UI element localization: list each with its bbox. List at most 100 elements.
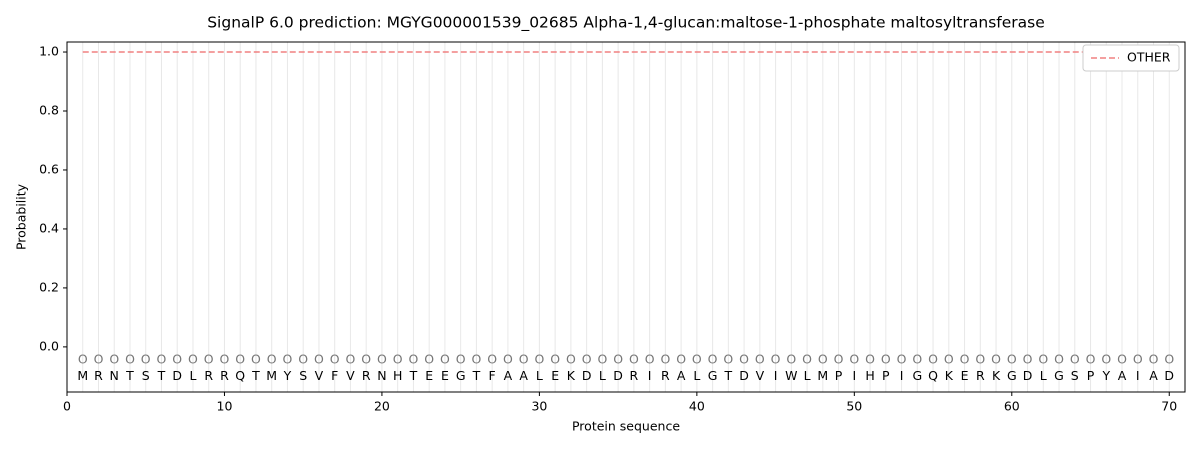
residue-state-label: O [991,352,1001,367]
sequence-letter: P [835,368,843,383]
sequence-letter: R [220,368,229,383]
sequence-letter: R [976,368,985,383]
residue-state-label: O [440,352,450,367]
residue-state-label: O [172,352,182,367]
residue-state-label: O [849,352,859,367]
sequence-letter: D [739,368,749,383]
sequence-letter: Q [928,368,938,383]
x-tick-label: 50 [846,399,862,414]
sequence-letter: S [1071,368,1079,383]
sequence-letter: Y [1101,368,1110,383]
residue-state-label: O [944,352,954,367]
residue-state-label: O [566,352,576,367]
residue-state-label: O [346,352,356,367]
residue-state-label: O [1086,352,1096,367]
sequence-letter: A [1149,368,1158,383]
residue-state-label: O [78,352,88,367]
residue-state-label: O [834,352,844,367]
sequence-letter: F [331,368,338,383]
sequence-letter: M [817,368,828,383]
sequence-letter: L [599,368,606,383]
sequence-letter: V [346,368,355,383]
sequence-letter: H [393,368,402,383]
residue-state-label: O [550,352,560,367]
residue-state-label: O [755,352,765,367]
sequence-letter: M [266,368,277,383]
residue-state-label: O [613,352,623,367]
legend-label: OTHER [1127,50,1171,65]
sequence-letter: T [409,368,418,383]
residue-state-label: O [456,352,466,367]
residue-state-label: O [1054,352,1064,367]
legend-box [1082,44,1180,72]
sequence-letter: L [189,368,196,383]
sequence-letter: T [724,368,733,383]
sequence-letter: G [912,368,922,383]
sequence-letter: T [251,368,260,383]
y-tick-label: 0.0 [39,338,59,353]
residue-state-label: O [582,352,592,367]
sequence-letter: T [472,368,481,383]
x-tick-label: 40 [689,399,705,414]
sequence-letter: T [157,368,166,383]
sequence-letter: G [1054,368,1064,383]
sequence-letter: D [582,368,592,383]
residue-state-label: O [267,352,277,367]
residue-state-label: O [503,352,513,367]
x-tick-label: 20 [374,399,390,414]
sequence-letter: T [125,368,134,383]
residue-state-label: O [1023,352,1033,367]
residue-state-label: O [94,352,104,367]
residue-state-label: O [708,352,718,367]
sequence-letter: S [142,368,150,383]
residue-state-label: O [928,352,938,367]
residue-state-label: O [881,352,891,367]
x-tick-label: 30 [531,399,547,414]
residue-state-label: O [157,352,167,367]
sequence-letter: V [756,368,765,383]
sequence-letter: G [456,368,466,383]
residue-state-label: O [660,352,670,367]
residue-state-label: O [1070,352,1080,367]
residue-state-label: O [865,352,875,367]
sequence-letter: I [900,368,904,383]
plot-frame [66,41,1186,393]
residue-state-label: O [251,352,261,367]
residue-state-label: O [912,352,922,367]
sequence-letter: G [708,368,718,383]
sequence-letter: R [630,368,639,383]
residue-state-label: O [723,352,733,367]
residue-state-label: O [818,352,828,367]
sequence-letter: Y [283,368,292,383]
x-tick-label: 60 [1004,399,1020,414]
residue-state-label: O [361,352,371,367]
residue-state-label: O [786,352,796,367]
residue-state-label: O [424,352,434,367]
y-tick-label: 0.4 [39,220,59,235]
sequence-letter: H [865,368,874,383]
sequence-letter: I [648,368,652,383]
sequence-letter: P [1087,368,1095,383]
residue-state-label: O [1101,352,1111,367]
residue-state-label: O [188,352,198,367]
sequence-letter: K [992,368,1001,383]
residue-state-label: O [645,352,655,367]
residue-state-label: O [1038,352,1048,367]
sequence-letter: P [882,368,890,383]
y-tick-label: 0.8 [39,102,59,117]
x-tick-label: 70 [1161,399,1177,414]
residue-state-label: O [283,352,293,367]
residue-state-label: O [1164,352,1174,367]
sequence-letter: D [613,368,623,383]
y-tick-label: 1.0 [39,44,59,59]
residue-state-label: O [1149,352,1159,367]
sequence-letter: R [362,368,371,383]
sequence-letter: W [785,368,797,383]
residue-state-label: O [975,352,985,367]
sequence-letter: A [1118,368,1127,383]
residue-state-label: O [1133,352,1143,367]
sequence-letter: E [425,368,433,383]
sequence-letter: I [774,368,778,383]
residue-state-label: O [676,352,686,367]
